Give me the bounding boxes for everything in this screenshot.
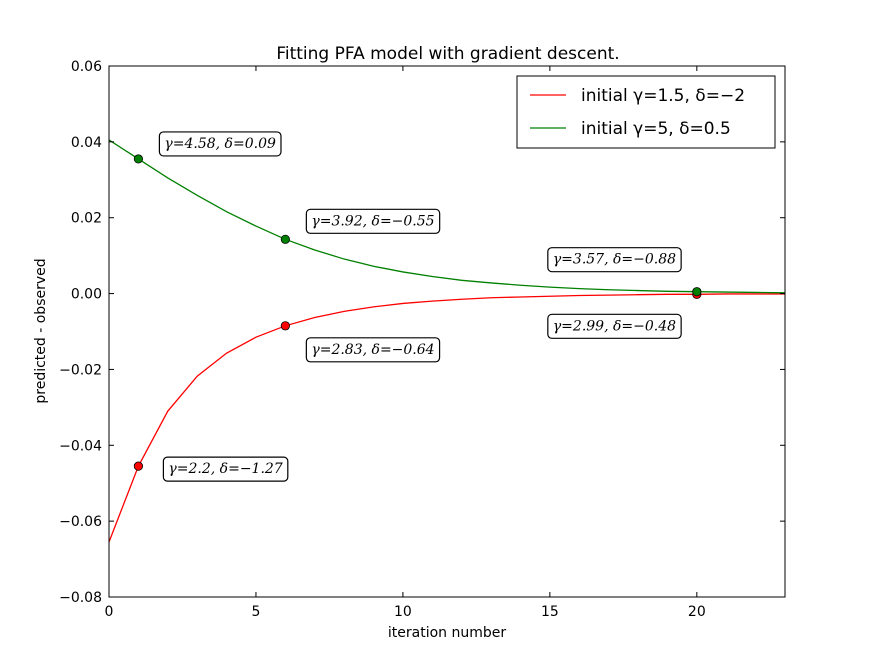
- axis-ticks: 0 5 10 15 20 −0.08 −0.06 −0.04 −0.02 0.00 0.02 0.04…: [59, 59, 785, 620]
- chart-title: Fitting PFA model with gradient descent.: [276, 44, 619, 64]
- marker-1-1: [280, 234, 290, 244]
- annotation-1-2: γ=3.57, δ=−0.88: [547, 247, 682, 273]
- annotation-box: [162, 456, 289, 482]
- legend-box: [516, 75, 776, 149]
- y-tick-label: −0.08: [59, 590, 102, 606]
- x-tick-label: 20: [688, 604, 706, 620]
- x-tick-label: 10: [394, 604, 412, 620]
- annotation-label: γ=2.2, δ=−1.27: [168, 461, 282, 477]
- legend-entry-1: initial γ=5, δ=0.5: [581, 119, 731, 139]
- legend: initial γ=1.5, δ=−2 initial γ=5, δ=0.5: [516, 75, 776, 149]
- annotation-box: [305, 337, 441, 363]
- annotation-label: γ=2.83, δ=−0.64: [311, 342, 434, 358]
- annotation-label: γ=2.99, δ=−0.48: [553, 318, 676, 334]
- y-axis-label: predicted - observed: [33, 258, 49, 403]
- y-tick-label: 0.04: [71, 135, 102, 151]
- y-tick-label: 0.00: [71, 287, 102, 303]
- annotation-label: γ=4.58, δ=0.09: [164, 136, 276, 152]
- series-line-1: [108, 139, 786, 294]
- marker-1-2: [692, 287, 702, 297]
- annotation-label: γ=3.57, δ=−0.88: [553, 252, 676, 268]
- marker-0-1: [280, 321, 290, 331]
- y-tick-label: −0.02: [59, 362, 102, 378]
- annotation-0-2: γ=2.99, δ=−0.48: [547, 313, 682, 339]
- annotation-1-1: γ=3.92, δ=−0.55: [305, 208, 441, 234]
- y-tick-label: −0.06: [59, 514, 102, 530]
- x-tick-label: 5: [251, 604, 260, 620]
- legend-entry-0: initial γ=1.5, δ=−2: [581, 86, 745, 106]
- annotation-box: [158, 131, 282, 157]
- y-tick-label: −0.04: [59, 438, 102, 454]
- annotation-box: [547, 313, 682, 339]
- annotation-0-0: γ=2.2, δ=−1.27: [162, 456, 289, 482]
- y-tick-label: 0.06: [71, 59, 102, 75]
- plot-frame: [108, 65, 786, 598]
- marker-0-0: [133, 461, 143, 471]
- annotation-0-1: γ=2.83, δ=−0.64: [305, 337, 441, 363]
- y-tick-label: 0.02: [71, 211, 102, 227]
- annotation-box: [305, 208, 441, 234]
- annotation-1-0: γ=4.58, δ=0.09: [158, 131, 282, 157]
- x-tick-label: 15: [541, 604, 559, 620]
- marker-1-0: [133, 154, 143, 164]
- x-tick-label: 0: [105, 604, 114, 620]
- plot-area: γ=2.2, δ=−1.27 γ=2.83, δ=−0.64 γ=2.99, δ=−…: [108, 131, 786, 543]
- annotation-label: γ=3.92, δ=−0.55: [311, 213, 434, 229]
- series-line-0: [108, 293, 785, 543]
- annotation-box: [547, 247, 682, 273]
- x-axis-label: iteration number: [388, 625, 506, 641]
